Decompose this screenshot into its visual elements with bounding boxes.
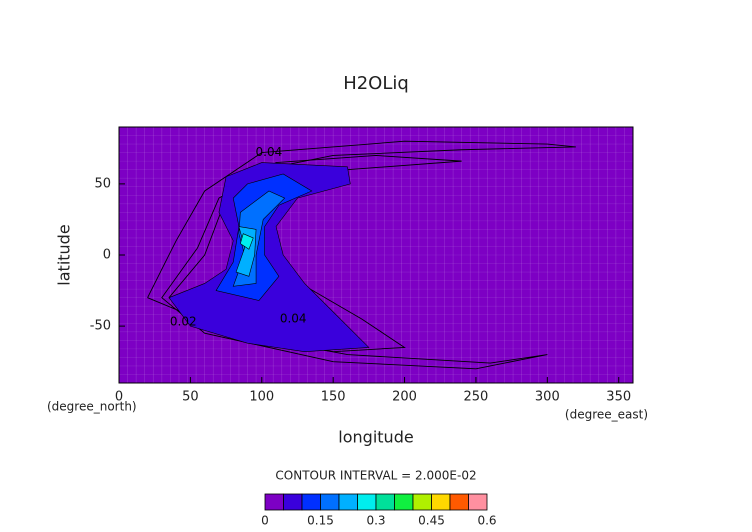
x-axis-label: longitude: [338, 428, 413, 447]
y-axis-label: latitude: [55, 224, 74, 285]
colorbar-tick-label: 0: [261, 514, 269, 528]
colorbar-tick-label: 0.15: [307, 514, 334, 528]
colorbar-swatch: [283, 493, 303, 511]
x-tick-label: 50: [182, 390, 199, 405]
contour-fill: [240, 233, 254, 250]
colorbar-swatch: [338, 493, 358, 511]
colorbar-swatch: [357, 493, 377, 511]
y-tick-label: -50: [90, 319, 111, 334]
x-tick-label: 150: [321, 390, 346, 405]
colorbar-swatch: [301, 493, 321, 511]
contour-fill: [168, 162, 370, 353]
colorbar-swatch: [449, 493, 469, 511]
colorbar-swatch: [394, 493, 414, 511]
contour-label: 0.04: [256, 145, 283, 159]
y-unit: (degree_north): [47, 400, 137, 414]
y-tick-label: 0: [103, 248, 111, 263]
colorbar-swatch: [320, 493, 340, 511]
colorbar-swatch: [431, 493, 451, 511]
colorbar-swatch: [264, 493, 284, 511]
contour-label: 0.02: [170, 314, 197, 328]
contour-interval: CONTOUR INTERVAL = 2.000E-02: [275, 469, 476, 483]
contour-line: [147, 140, 576, 370]
colorbar-swatch: [412, 493, 432, 511]
colorbar-tick-label: 0.6: [477, 514, 496, 528]
x-tick-label: 0: [115, 390, 123, 405]
y-tick-label: 50: [94, 176, 111, 191]
chart-title: H2OLiq: [343, 73, 409, 94]
colorbar-tick-label: 0.45: [418, 514, 445, 528]
colorbar-tick-label: 0.3: [366, 514, 385, 528]
x-tick-label: 250: [464, 390, 489, 405]
x-tick-label: 300: [535, 390, 560, 405]
colorbar-swatch: [375, 493, 395, 511]
colorbar-swatch: [468, 493, 488, 511]
x-unit: (degree_east): [565, 408, 648, 422]
contour-label: 0.04: [280, 312, 307, 326]
x-tick-label: 350: [606, 390, 631, 405]
x-tick-label: 200: [392, 390, 417, 405]
x-tick-label: 100: [249, 390, 274, 405]
